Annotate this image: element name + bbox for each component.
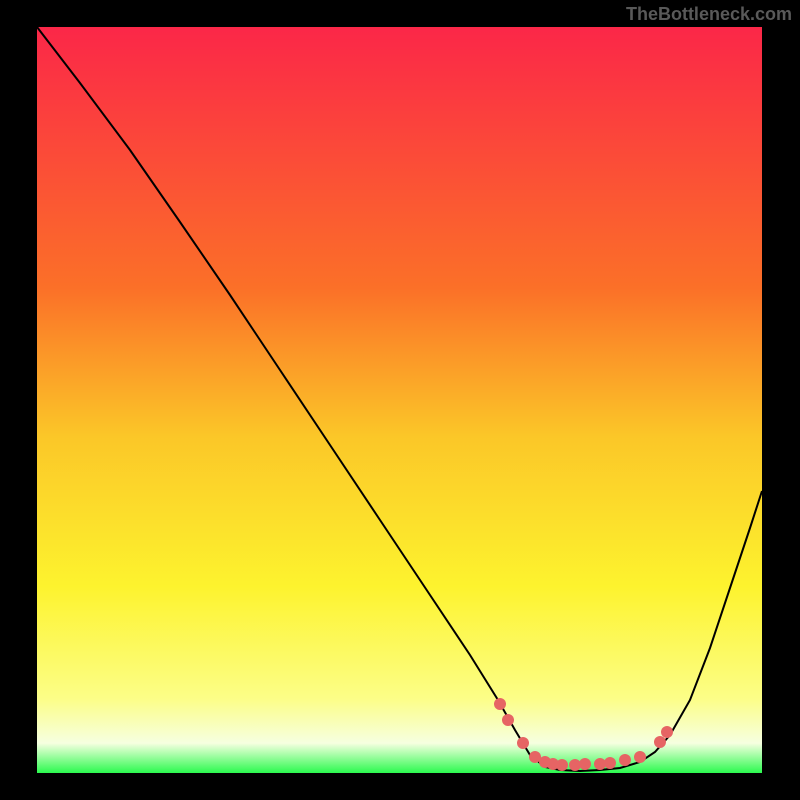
- marker-point: [604, 757, 616, 769]
- marker-point: [579, 758, 591, 770]
- chart-svg: [0, 0, 800, 800]
- marker-point: [517, 737, 529, 749]
- marker-point: [634, 751, 646, 763]
- chart-container: TheBottleneck.com: [0, 0, 800, 800]
- marker-point: [661, 726, 673, 738]
- marker-point: [619, 754, 631, 766]
- marker-point: [556, 759, 568, 771]
- plot-background: [37, 27, 762, 773]
- marker-point: [654, 736, 666, 748]
- marker-point: [502, 714, 514, 726]
- marker-point: [494, 698, 506, 710]
- watermark-text: TheBottleneck.com: [626, 4, 792, 25]
